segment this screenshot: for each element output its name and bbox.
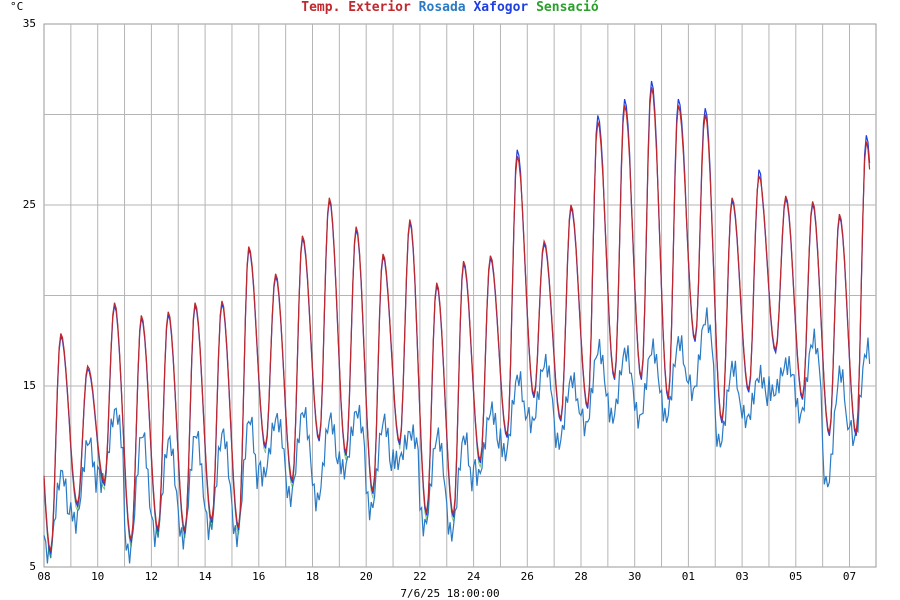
x-tick-label: 24 bbox=[467, 570, 481, 583]
y-tick-label-25: 25 bbox=[22, 198, 36, 211]
chart-legend: Temp. Exterior Rosada Xafogor Sensació bbox=[0, 0, 900, 15]
legend-temp-exterior: Temp. Exterior bbox=[301, 0, 411, 15]
x-tick-label: 12 bbox=[145, 570, 158, 583]
y-tick-label-35: 35 bbox=[22, 17, 36, 30]
y-axis-unit: °C bbox=[10, 0, 24, 13]
x-tick-label: 01 bbox=[682, 570, 695, 583]
y-tick-label-5: 5 bbox=[29, 560, 36, 573]
x-tick-label: 07 bbox=[843, 570, 856, 583]
x-tick-label: 10 bbox=[91, 570, 104, 583]
x-tick-label: 18 bbox=[306, 570, 319, 583]
series-rosada-line bbox=[43, 307, 871, 564]
x-tick-label: 30 bbox=[628, 570, 641, 583]
x-tick-label: 03 bbox=[735, 570, 748, 583]
legend-sensacio: Sensació bbox=[536, 0, 599, 15]
y-tick-label-15: 15 bbox=[22, 379, 36, 392]
x-tick-label: 20 bbox=[360, 570, 373, 583]
x-tick-label: 22 bbox=[413, 570, 426, 583]
x-tick-label: 26 bbox=[521, 570, 534, 583]
legend-rosada: Rosada bbox=[418, 0, 466, 15]
x-tick-label: 14 bbox=[198, 570, 212, 583]
x-tick-label: 16 bbox=[252, 570, 265, 583]
legend-xafogor: Xafogor bbox=[473, 0, 529, 15]
x-tick-label: 08 bbox=[37, 570, 50, 583]
chart-timestamp: 7/6/25 18:00:00 bbox=[400, 587, 500, 600]
series-temp-exterior-line bbox=[43, 87, 871, 551]
x-tick-label: 05 bbox=[789, 570, 802, 583]
x-tick-label: 28 bbox=[574, 570, 587, 583]
